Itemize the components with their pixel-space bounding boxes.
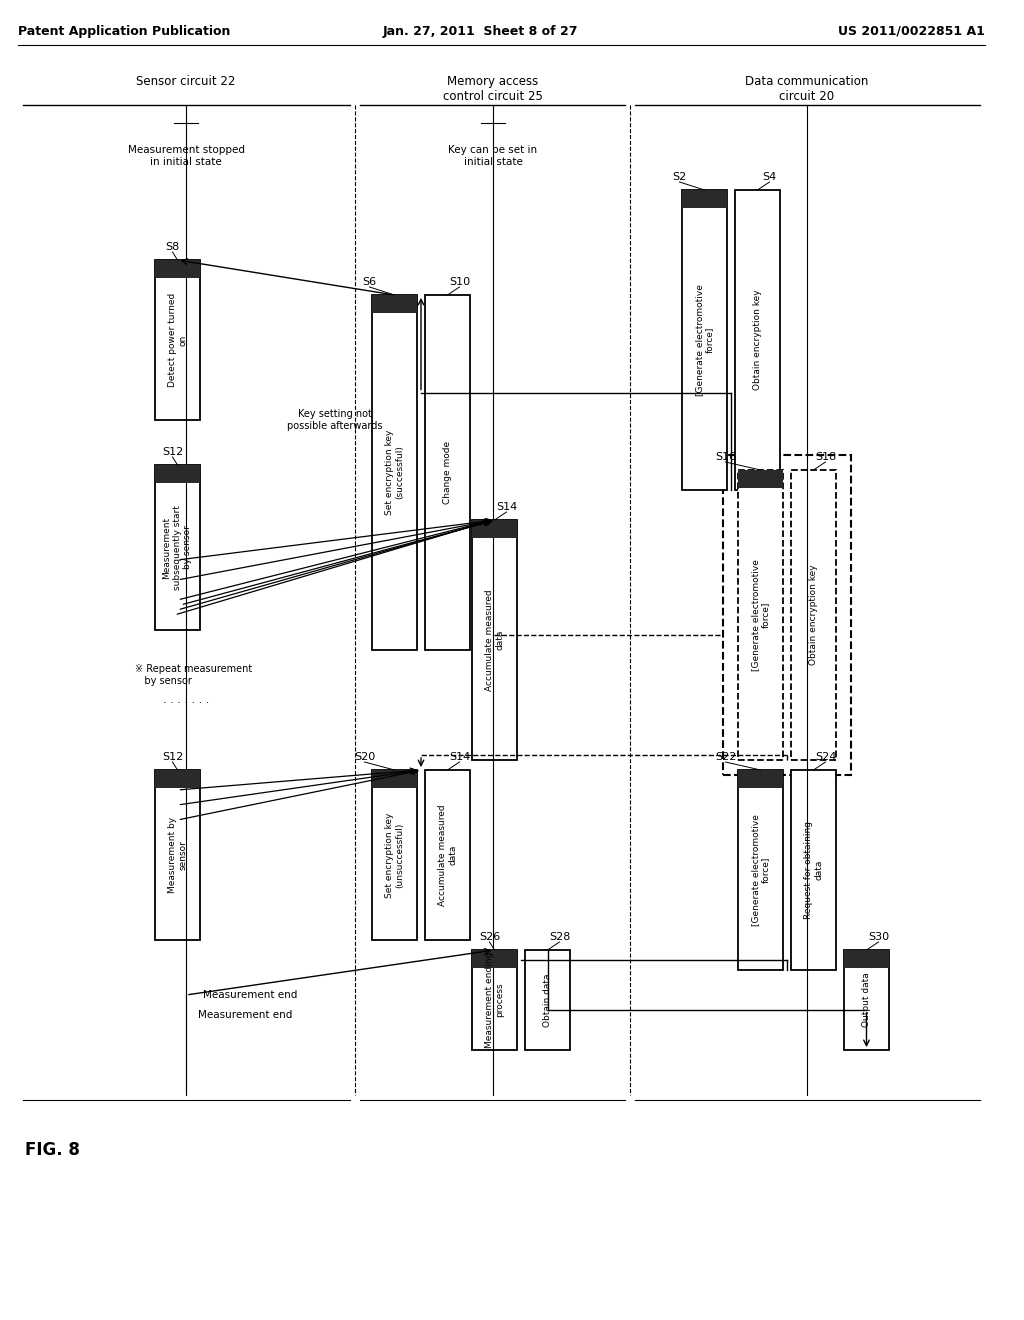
Text: Patent Application Publication: Patent Application Publication [18,25,230,38]
Bar [372,770,417,940]
Bar [472,520,517,760]
Text: Accumulate measured
data: Accumulate measured data [484,589,504,690]
Text: [Generate electromotive
force]: [Generate electromotive force] [751,560,770,671]
Text: [Generate electromotive
force]: [Generate electromotive force] [751,814,770,925]
Text: S14: S14 [449,752,470,762]
Bar [472,950,517,968]
Bar [738,770,783,970]
Text: S4: S4 [763,172,776,182]
Bar [738,770,783,788]
Text: S12: S12 [162,447,183,457]
Bar [525,950,570,1049]
Bar [155,260,200,279]
Text: Output data: Output data [862,973,871,1027]
Text: Measurement end: Measurement end [198,1010,293,1020]
Text: S20: S20 [354,752,375,762]
Bar [472,950,517,1049]
Bar [682,190,727,490]
Text: Memory access
control circuit 25: Memory access control circuit 25 [443,75,543,103]
Bar [738,470,783,488]
Text: Measurement by
sensor: Measurement by sensor [168,817,187,894]
Text: Change mode: Change mode [443,441,452,504]
Bar [155,770,200,940]
Bar [844,950,889,1049]
Text: Measurement end: Measurement end [203,990,297,1001]
Text: [Generate electromotive
force]: [Generate electromotive force] [695,284,714,396]
Text: S18: S18 [815,451,837,462]
Bar [723,455,851,775]
Text: FIG. 8: FIG. 8 [25,1140,80,1159]
Text: S2: S2 [673,172,687,182]
Text: Set encryption key
(successful): Set encryption key (successful) [385,430,404,515]
Text: Data communication
circuit 20: Data communication circuit 20 [745,75,868,103]
Text: Jan. 27, 2011  Sheet 8 of 27: Jan. 27, 2011 Sheet 8 of 27 [382,25,578,38]
Bar [155,465,200,483]
Bar [844,950,889,968]
Text: S30: S30 [868,932,889,942]
Bar [372,770,417,788]
Text: Measurement ending
process: Measurement ending process [484,952,504,1048]
Text: S16: S16 [715,451,736,462]
Bar [425,294,470,649]
Bar [372,294,417,313]
Text: Obtain encryption key: Obtain encryption key [753,289,762,391]
Text: Request for obtaining
data: Request for obtaining data [804,821,823,919]
Bar [738,470,783,760]
Text: Key can be set in
initial state: Key can be set in initial state [449,145,538,166]
Text: Accumulate measured
data: Accumulate measured data [438,804,457,906]
Text: S14: S14 [496,502,517,512]
Text: ※ Repeat measurement
   by sensor: ※ Repeat measurement by sensor [135,664,252,686]
Text: Measurement
subsequently start
by sensor: Measurement subsequently start by sensor [163,506,193,590]
Text: S8: S8 [165,242,179,252]
Text: S6: S6 [362,277,377,286]
Text: S28: S28 [549,932,570,942]
Text: S22: S22 [715,752,736,762]
Bar [425,770,470,940]
Text: . . . . . . .: . . . . . . . [163,696,209,705]
Bar [472,520,517,539]
Text: Obtain encryption key: Obtain encryption key [809,565,818,665]
Bar [735,190,780,490]
Text: Sensor circuit 22: Sensor circuit 22 [136,75,236,88]
Text: Measurement stopped
in initial state: Measurement stopped in initial state [128,145,245,166]
Text: S10: S10 [449,277,470,286]
Text: US 2011/0022851 A1: US 2011/0022851 A1 [838,25,985,38]
Bar [155,260,200,420]
Text: Obtain data: Obtain data [543,973,552,1027]
Bar [155,465,200,630]
Bar [372,294,417,649]
Text: S26: S26 [479,932,500,942]
Text: Set encryption key
(unsuccessful): Set encryption key (unsuccessful) [385,812,404,898]
Text: S12: S12 [162,752,183,762]
Bar [682,190,727,209]
Bar [791,770,836,970]
Bar [791,470,836,760]
Text: Key setting not
possible afterwards: Key setting not possible afterwards [288,409,383,430]
Bar [155,770,200,788]
Text: S24: S24 [815,752,837,762]
Text: Detect power turned
on: Detect power turned on [168,293,187,387]
